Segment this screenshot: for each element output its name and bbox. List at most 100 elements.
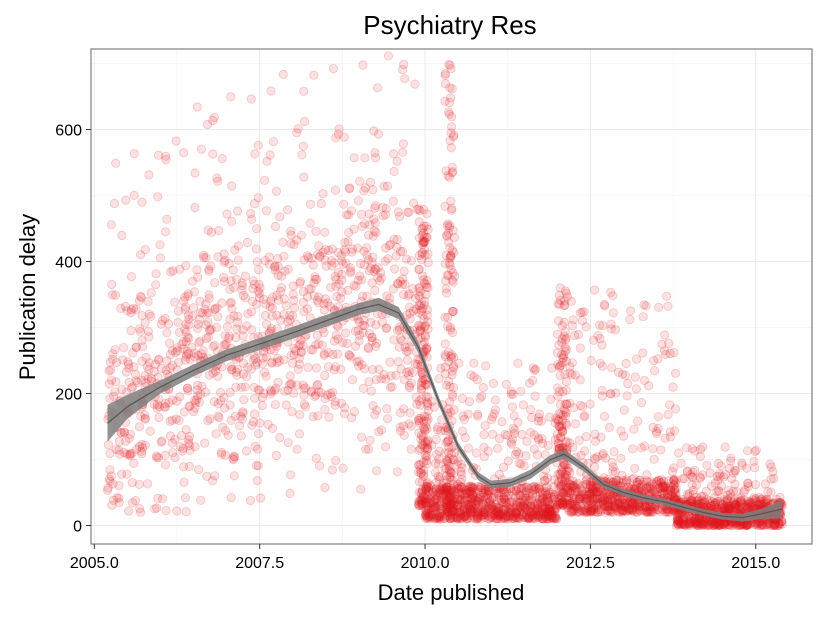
data-point <box>420 450 430 460</box>
data-point <box>368 252 378 262</box>
data-point <box>507 487 517 497</box>
data-point <box>337 256 347 266</box>
data-point <box>200 304 210 314</box>
data-point <box>134 479 144 489</box>
data-point <box>165 431 175 441</box>
data-point <box>243 362 253 372</box>
data-point <box>502 511 512 522</box>
data-point <box>330 397 340 407</box>
data-point <box>296 346 306 357</box>
data-point <box>203 225 213 235</box>
data-point <box>260 367 270 377</box>
data-point <box>443 347 453 357</box>
data-point <box>151 269 161 279</box>
data-point <box>299 172 309 182</box>
data-point <box>419 314 429 324</box>
data-point <box>272 357 282 368</box>
data-point <box>320 255 330 265</box>
data-point <box>440 362 450 372</box>
data-point <box>590 429 600 439</box>
data-point <box>200 387 211 397</box>
data-point <box>633 416 643 426</box>
data-point <box>358 328 368 338</box>
data-point <box>374 364 384 374</box>
data-point <box>408 283 418 294</box>
data-point <box>359 246 369 256</box>
data-point <box>585 399 595 409</box>
data-point <box>506 387 516 397</box>
data-point <box>190 398 201 408</box>
data-point <box>303 252 314 263</box>
data-point <box>170 347 181 358</box>
data-point <box>544 513 554 524</box>
data-point <box>469 371 479 382</box>
data-point <box>443 459 453 469</box>
data-point <box>156 319 166 329</box>
data-point <box>676 458 686 468</box>
data-point <box>181 302 191 312</box>
data-point <box>178 344 188 354</box>
data-point <box>725 504 735 514</box>
data-point <box>250 393 260 403</box>
data-point <box>214 226 224 236</box>
data-point <box>446 507 457 517</box>
data-point <box>362 243 372 253</box>
data-point <box>267 357 277 367</box>
data-point <box>333 248 343 258</box>
data-point <box>397 279 407 289</box>
data-point <box>239 358 249 368</box>
data-point <box>445 466 455 476</box>
data-point <box>363 255 373 265</box>
data-point <box>126 307 136 318</box>
data-point <box>225 284 235 294</box>
data-point <box>275 212 285 222</box>
data-point <box>422 416 432 426</box>
data-point <box>171 414 181 424</box>
data-point <box>150 359 161 369</box>
data-point <box>405 308 415 318</box>
data-point <box>285 488 295 498</box>
data-point <box>252 299 262 309</box>
data-point <box>143 479 153 489</box>
data-point <box>111 377 121 387</box>
data-point <box>250 199 260 209</box>
data-point <box>447 370 457 380</box>
data-point <box>384 240 394 251</box>
data-point <box>418 310 428 320</box>
data-point <box>446 485 457 496</box>
data-point <box>369 266 379 277</box>
data-point <box>155 240 165 250</box>
data-point <box>105 357 115 367</box>
data-point <box>370 203 380 213</box>
data-point <box>431 434 441 445</box>
data-point <box>311 453 321 463</box>
data-point <box>108 479 118 489</box>
data-point <box>250 441 260 451</box>
data-point <box>406 421 416 431</box>
data-point <box>206 261 216 271</box>
data-point <box>110 290 121 300</box>
data-point <box>355 258 366 269</box>
data-point <box>263 419 273 430</box>
data-point <box>227 304 237 314</box>
data-point <box>181 336 191 347</box>
data-point <box>736 493 746 503</box>
data-point <box>152 400 162 410</box>
data-point <box>164 398 174 408</box>
data-point <box>168 395 178 405</box>
data-point <box>423 224 433 235</box>
data-point <box>490 405 501 415</box>
data-point <box>350 326 361 336</box>
data-point <box>203 317 213 327</box>
data-point <box>224 333 234 343</box>
data-point <box>397 336 407 346</box>
data-point <box>405 302 415 312</box>
data-point <box>141 352 151 363</box>
data-point <box>367 332 377 342</box>
data-point <box>160 313 170 324</box>
data-point <box>285 371 295 381</box>
data-point <box>417 501 427 511</box>
data-point <box>422 344 432 355</box>
data-point <box>196 495 206 505</box>
data-point <box>442 507 453 517</box>
